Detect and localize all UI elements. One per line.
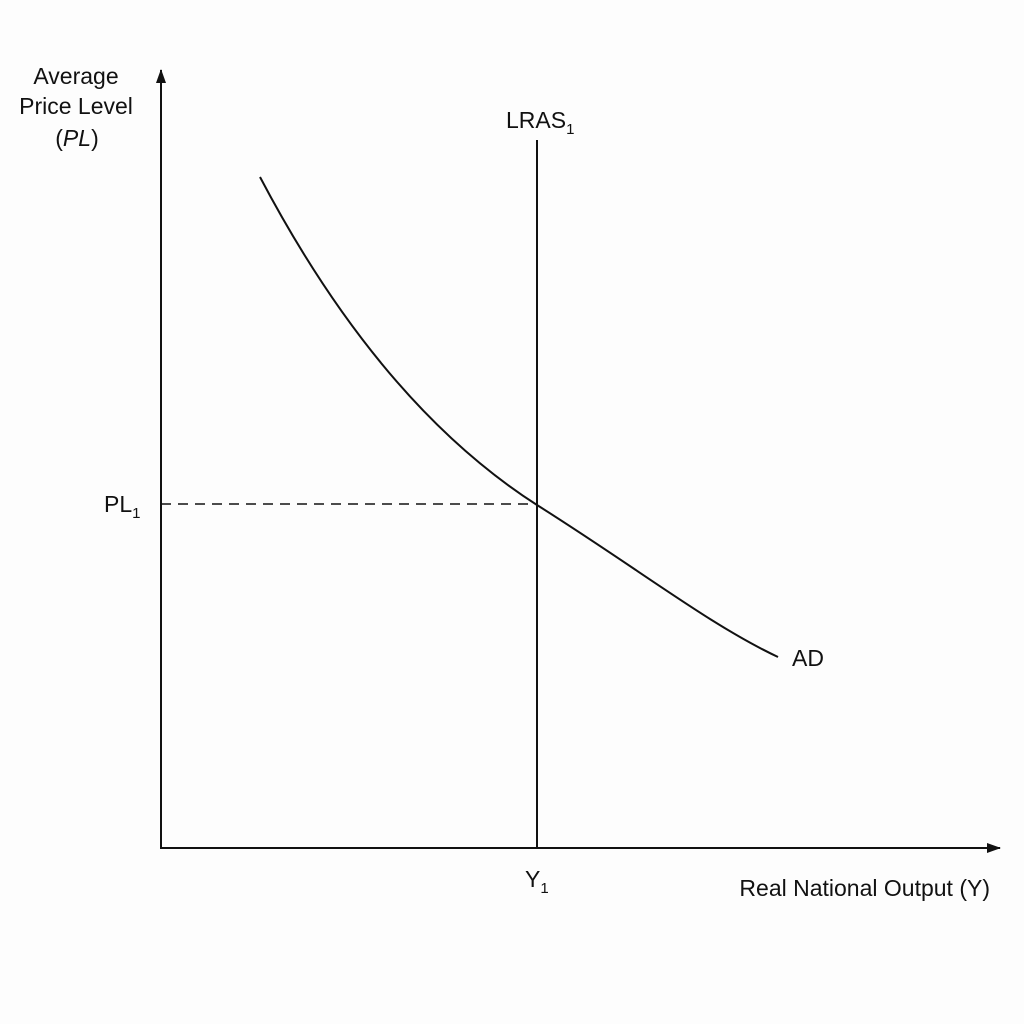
price-marker: PL1 (104, 491, 140, 522)
ad-curve (259, 176, 779, 658)
subscript: 1 (566, 121, 574, 138)
label-text: PL (104, 491, 132, 517)
paren: ) (91, 125, 99, 151)
subscript: 1 (132, 505, 140, 522)
y-axis-label: (PL) (55, 125, 98, 151)
ad-label: AD (792, 645, 824, 671)
y-axis-label: Average (33, 63, 118, 89)
output-marker: Y1 (525, 866, 549, 897)
symbol: PL (63, 125, 91, 151)
paren: ( (55, 125, 63, 151)
lras-label: LRAS1 (506, 107, 574, 138)
y-axis-label: Price Level (19, 93, 133, 119)
label-text: Y (525, 866, 540, 892)
x-axis-label: Real National Output (Y) (739, 875, 990, 901)
subscript: 1 (540, 880, 548, 897)
label-text: LRAS (506, 107, 566, 133)
